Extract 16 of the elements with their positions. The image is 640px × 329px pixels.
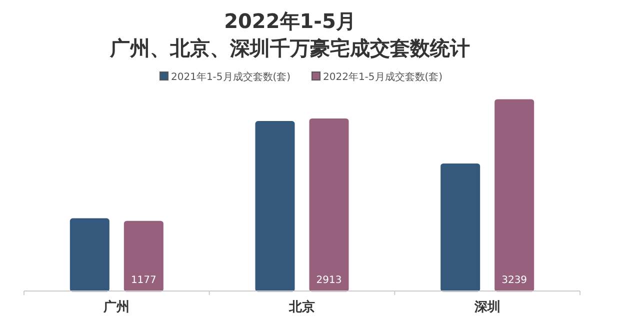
chart-title: 2022年1-5月: [224, 9, 356, 33]
legend-label: 2021年1-5月成交套数(套): [171, 71, 291, 83]
bar: [494, 99, 534, 292]
chart-subtitle: 广州、北京、深圳千万豪宅成交套数统计: [109, 36, 470, 60]
bar: [309, 118, 349, 292]
bar: [70, 218, 110, 292]
x-tick-label: 深圳: [473, 300, 500, 315]
bar: [255, 121, 295, 292]
bar: [124, 220, 164, 292]
x-tick-label: 广州: [102, 299, 130, 315]
data-label: 2913: [316, 275, 342, 286]
x-tick-label: 北京: [288, 299, 315, 315]
bar: [440, 163, 480, 292]
data-label: 1177: [130, 275, 156, 286]
legend-label: 2022年1-5月成交套数(套): [323, 71, 443, 83]
data-label: 3239: [502, 275, 528, 286]
